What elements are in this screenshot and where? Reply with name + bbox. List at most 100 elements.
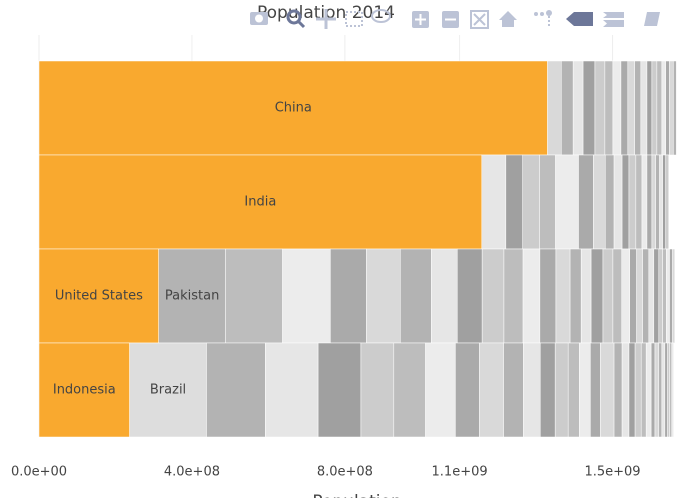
- bar-segment: [645, 342, 652, 438]
- bar-segment: [593, 154, 606, 250]
- bar-segment: [540, 342, 556, 438]
- bar-segment: [431, 248, 458, 344]
- bar-segment: [653, 248, 660, 344]
- bar-segment: [579, 342, 591, 438]
- bar-segment: [634, 342, 642, 438]
- bar-segment: [636, 248, 643, 344]
- bar-segment: [600, 342, 615, 438]
- bar-segment: [330, 248, 367, 344]
- bar-segment: [366, 248, 401, 344]
- bar-segment: [580, 248, 592, 344]
- segment-label: India: [244, 195, 276, 210]
- bar-segment: [664, 342, 668, 438]
- bar-segment: [539, 248, 557, 344]
- plotly-logo-button[interactable]: [644, 12, 660, 26]
- bar-segment: [38, 154, 483, 250]
- bar-segment: [658, 248, 663, 344]
- spike-lines-button[interactable]: [534, 10, 552, 27]
- segment-label: United States: [55, 289, 143, 304]
- bar-segment: [669, 248, 673, 344]
- bar-segment: [505, 154, 523, 250]
- box-select-button[interactable]: [345, 11, 363, 27]
- bar-segment: [621, 342, 630, 438]
- bar-segment: [400, 248, 432, 344]
- hover-compare-button[interactable]: [603, 12, 624, 27]
- plot-area: China India United States Pakistan Indonesia…: [38, 35, 677, 438]
- bar-segment: [555, 154, 579, 250]
- x-tick-label: 4.0e+08: [164, 465, 220, 480]
- x-tick-label: 8.0e+08: [317, 465, 373, 480]
- bar-segment: [578, 154, 594, 250]
- bar-segment: [602, 248, 614, 344]
- bar-segment: [646, 154, 653, 250]
- x-axis-title: Population: [312, 492, 401, 498]
- bar-segment: [455, 342, 480, 438]
- bar-segment: [38, 342, 130, 438]
- x-tick-label: 1.5e+09: [584, 465, 640, 480]
- bar-segment: [582, 60, 596, 156]
- bar-segment: [659, 154, 663, 250]
- bar-segment: [666, 342, 670, 438]
- bar-segment: [642, 248, 650, 344]
- bar-segment: [425, 342, 456, 438]
- bar-segment: [654, 342, 660, 438]
- bar-segment: [561, 60, 574, 156]
- bar-segment: [393, 342, 426, 438]
- bar-segment: [612, 248, 622, 344]
- bar-segment: [669, 60, 674, 156]
- bar-segment: [503, 342, 524, 438]
- bar-segment: [641, 154, 648, 250]
- autoscale-button[interactable]: [470, 10, 489, 29]
- bar-segment: [669, 342, 673, 438]
- camera-button[interactable]: [250, 12, 268, 25]
- bar-segment: [621, 154, 630, 250]
- bar-segment: [594, 60, 606, 156]
- zoom-in-button[interactable]: [412, 11, 429, 28]
- bar-segment: [662, 154, 666, 250]
- hover-closest-button[interactable]: [566, 12, 593, 26]
- bar-segment: [554, 342, 569, 438]
- bar-segment: [265, 342, 319, 438]
- bar-segment: [629, 248, 637, 344]
- bar-segment: [590, 342, 601, 438]
- bar-segment: [503, 248, 524, 344]
- bar-segment: [479, 342, 504, 438]
- bar-segment: [547, 60, 562, 156]
- bar-segment: [671, 342, 674, 438]
- segment-label: Indonesia: [53, 383, 116, 398]
- bar-segment: [38, 248, 159, 344]
- bar-segment: [673, 60, 677, 156]
- zoom-out-button[interactable]: [442, 11, 459, 28]
- bar-segment: [567, 342, 580, 438]
- segment-label: Brazil: [150, 383, 186, 398]
- x-tick-label: 1.1e+09: [432, 465, 488, 480]
- lasso-button[interactable]: [371, 9, 391, 23]
- bar-segment: [627, 60, 635, 156]
- bar-segment: [605, 154, 615, 250]
- zoom-button[interactable]: [286, 9, 306, 29]
- bar-segment: [646, 60, 653, 156]
- bar-segment: [572, 60, 584, 156]
- bar-segment: [225, 248, 283, 344]
- bar-segment: [621, 248, 630, 344]
- bar-segment: [360, 342, 395, 438]
- pan-button[interactable]: [316, 9, 336, 29]
- bar-segment: [158, 248, 226, 344]
- bar-segment: [651, 60, 658, 156]
- bar-segment: [672, 248, 676, 344]
- segment-label: Pakistan: [165, 289, 219, 304]
- bar-segment: [666, 248, 670, 344]
- bar-segment: [648, 248, 655, 344]
- bar-segment: [628, 154, 637, 250]
- reset-axes-button[interactable]: [499, 11, 517, 27]
- bar-segment: [661, 60, 666, 156]
- bar-segment: [665, 154, 669, 250]
- bar-segment: [317, 342, 362, 438]
- bar-segment: [481, 248, 505, 344]
- bar-segment: [457, 248, 483, 344]
- bar-segment: [640, 342, 647, 438]
- bar-segment: [539, 154, 556, 250]
- bar-segment: [656, 60, 663, 156]
